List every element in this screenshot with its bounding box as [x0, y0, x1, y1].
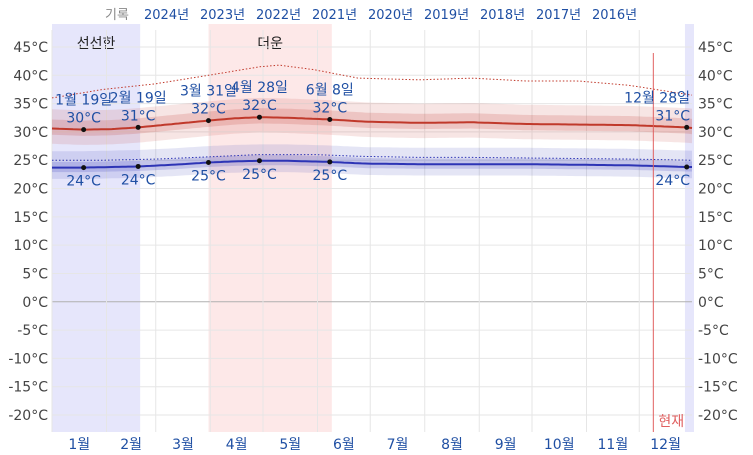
point-low: [327, 159, 333, 165]
y-tick-label-left: 45°C: [13, 40, 48, 56]
year-link-2022[interactable]: 2022년: [256, 8, 302, 23]
annotation-points: [81, 114, 690, 171]
month-label: 9월: [495, 437, 517, 453]
year-link-2018[interactable]: 2018년: [480, 8, 526, 23]
high-mean-line: [51, 116, 693, 131]
point-low: [205, 159, 211, 165]
point-high: [205, 118, 211, 124]
y-tick-label-right: -15°C: [698, 380, 738, 396]
season-band-hot-1: [208, 24, 332, 432]
point-high: [684, 124, 690, 130]
month-label: 1월: [68, 437, 90, 453]
value-label-high: 32°C: [242, 98, 277, 114]
month-label: 5월: [279, 437, 301, 453]
record-label: 기록: [105, 8, 129, 23]
y-tick-label-left: 10°C: [13, 238, 48, 254]
y-tick-label-left: 30°C: [13, 125, 48, 141]
y-tick-label-left: 25°C: [13, 153, 48, 169]
date-label: 4월 28일: [231, 80, 288, 96]
point-high: [81, 127, 87, 133]
y-tick-label-left: 15°C: [13, 210, 48, 226]
series-layer: [51, 53, 693, 432]
point-low: [135, 163, 141, 169]
y-tick-label-right: 15°C: [698, 210, 733, 226]
y-tick-label-right: 35°C: [698, 97, 733, 113]
season-label-hot: 더운: [257, 36, 283, 52]
y-tick-label-left: 20°C: [13, 182, 48, 198]
y-tick-label-right: 25°C: [698, 153, 733, 169]
point-high: [327, 116, 333, 122]
y-tick-label-right: 10°C: [698, 238, 733, 254]
month-label: 7월: [387, 437, 409, 453]
month-label: 3월: [172, 437, 194, 453]
y-tick-label-left: -5°C: [17, 323, 48, 339]
y-tick-label-right: -5°C: [698, 323, 729, 339]
y-tick-label-right: 40°C: [698, 68, 733, 84]
month-label: 12월: [650, 437, 681, 453]
month-label: 2월: [120, 437, 142, 453]
date-label: 12월 28일: [624, 90, 690, 106]
y-tick-label-right: 20°C: [698, 182, 733, 198]
y-tick-label-left: 40°C: [13, 68, 48, 84]
year-link-2020[interactable]: 2020년: [368, 8, 414, 23]
season-band-cool-0: [52, 24, 141, 432]
y-tick-label-right: -20°C: [698, 408, 738, 424]
y-tick-label-left: 0°C: [22, 295, 48, 311]
month-label: 4월: [226, 437, 248, 453]
value-label-low: 24°C: [655, 173, 690, 189]
season-label-cool: 선선한: [77, 36, 116, 52]
value-label-low: 25°C: [313, 168, 348, 184]
value-label-low: 25°C: [242, 167, 277, 183]
value-label-low: 24°C: [66, 174, 101, 190]
year-navigation: 기록 2024년 2023년 2022년 2021년 2020년 2019년 2…: [0, 2, 753, 24]
month-label: 6월: [333, 437, 355, 453]
y-tick-label-right: 5°C: [698, 266, 724, 282]
value-label-low: 24°C: [121, 172, 156, 188]
date-label: 6월 8일: [306, 82, 354, 98]
y-tick-label-right: 45°C: [698, 40, 733, 56]
month-label: 8월: [441, 437, 463, 453]
season-band-cool-2: [684, 24, 694, 432]
point-low: [81, 165, 87, 171]
y-tick-label-left: 35°C: [13, 97, 48, 113]
y-tick-label-right: 30°C: [698, 125, 733, 141]
date-label: 3월 31일: [180, 84, 237, 100]
value-label-low: 25°C: [191, 168, 226, 184]
low-mean-line: [52, 159, 692, 169]
date-label: 2월 19일: [110, 90, 167, 106]
value-label-high: 32°C: [191, 102, 226, 118]
year-link-2023[interactable]: 2023년: [200, 8, 246, 23]
month-label: 11월: [598, 437, 629, 453]
value-label-high: 32°C: [313, 100, 348, 116]
now-label: 현재: [658, 414, 684, 430]
axis-labels: -20°C -20°C -15°C -15°C -10°C -10°C -5°C -5°C 0°…: [8, 40, 738, 453]
annotation-labels: 현재 30°C 1월 19일 31°C 2월 19일 32°C 3월 31일 32°C 4월 2…: [55, 80, 690, 430]
y-tick-label-left: -20°C: [8, 408, 48, 424]
point-low: [256, 158, 262, 164]
year-link-2021[interactable]: 2021년: [312, 8, 358, 23]
value-label-high: 30°C: [66, 111, 101, 127]
date-label: 1월 19일: [55, 93, 112, 109]
point-high: [135, 124, 141, 130]
y-tick-label-left: -15°C: [8, 380, 48, 396]
year-link-2017[interactable]: 2017년: [536, 8, 582, 23]
point-low: [684, 164, 690, 170]
year-link-2024[interactable]: 2024년: [144, 8, 190, 23]
point-high: [256, 114, 262, 120]
year-link-2019[interactable]: 2019년: [424, 8, 470, 23]
year-link-2016[interactable]: 2016년: [592, 8, 638, 23]
value-label-high: 31°C: [655, 108, 690, 124]
grid-lines: [51, 30, 692, 432]
month-label: 10월: [544, 437, 575, 453]
value-label-high: 31°C: [121, 108, 156, 124]
y-tick-label-right: 0°C: [698, 295, 724, 311]
y-tick-label-right: -10°C: [698, 351, 738, 367]
y-tick-label-left: 5°C: [22, 266, 48, 282]
y-tick-label-left: -10°C: [8, 351, 48, 367]
season-bands: 선선한 더운: [52, 24, 694, 432]
low-band-outer: [52, 144, 692, 179]
